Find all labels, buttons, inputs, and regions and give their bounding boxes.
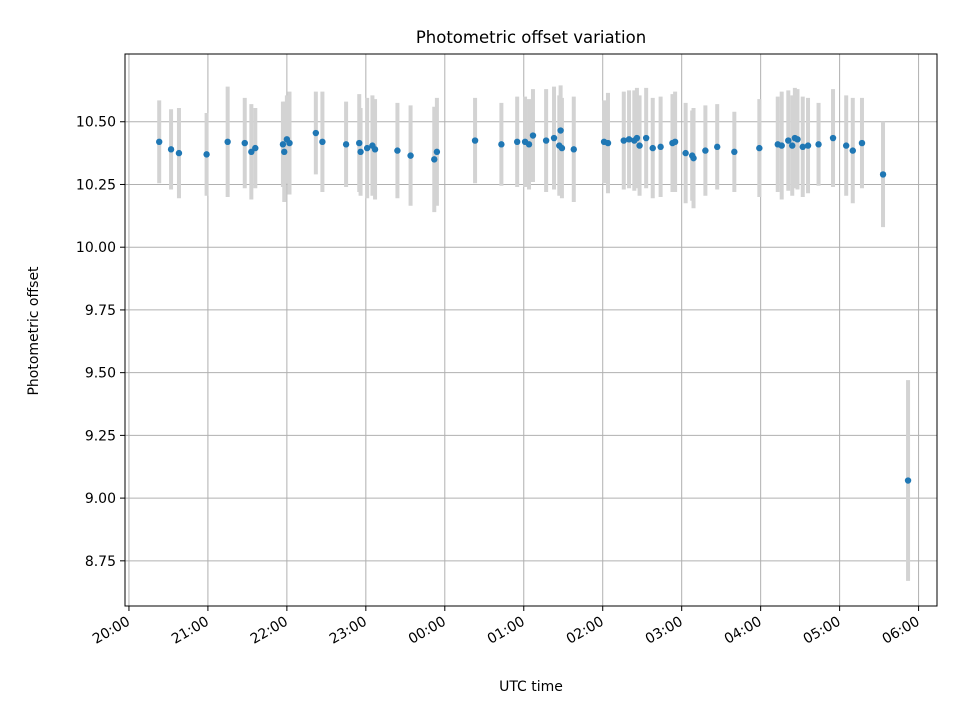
data-point [394, 147, 401, 154]
y-tick-label: 9.00 [85, 491, 116, 507]
data-point [636, 142, 643, 149]
data-point [371, 146, 379, 153]
data-point [471, 137, 479, 144]
data-point [319, 138, 326, 146]
data-point [431, 156, 438, 163]
data-point [649, 144, 656, 152]
data-point [789, 142, 796, 149]
data-point [879, 171, 887, 178]
data-point [557, 127, 564, 134]
data-point [513, 138, 521, 146]
data-point [842, 142, 850, 149]
y-tick-label: 9.25 [85, 428, 116, 444]
y-tick-label: 9.50 [85, 366, 116, 382]
y-tick-label: 10.50 [76, 115, 116, 131]
data-point [167, 146, 175, 153]
data-point [241, 139, 248, 147]
y-tick-label: 10.00 [76, 240, 116, 256]
data-point [570, 146, 577, 153]
data-point [849, 147, 856, 154]
data-point [529, 132, 537, 139]
data-point [356, 139, 363, 147]
data-point [702, 147, 709, 154]
data-point [156, 138, 163, 146]
data-point [794, 136, 801, 143]
data-point [625, 136, 633, 143]
data-point [175, 149, 183, 157]
data-point [224, 138, 231, 146]
y-tick-label: 10.25 [76, 177, 116, 193]
chart-title: Photometric offset variation [416, 28, 646, 47]
data-point [525, 141, 533, 148]
data-point [815, 141, 822, 148]
data-point [550, 134, 558, 142]
plot-frame [124, 53, 938, 607]
data-point [281, 148, 288, 156]
data-point [363, 144, 371, 152]
y-tick-label: 9.75 [85, 303, 116, 319]
data-point [731, 148, 738, 156]
data-point [804, 142, 812, 149]
data-point [498, 141, 505, 148]
data-point [312, 129, 320, 137]
data-point [286, 139, 293, 147]
data-point [799, 143, 806, 151]
y-tick-label: 8.75 [85, 554, 116, 570]
data-point [690, 154, 697, 162]
data-point [756, 144, 763, 152]
data-point [633, 134, 641, 142]
data-points [156, 127, 912, 484]
data-point [858, 139, 866, 147]
y-axis-ticks: 8.75 9.00 9.25 9.50 9.75 10.00 10.25 10.50 [76, 115, 125, 570]
data-point [904, 477, 912, 484]
data-point [671, 138, 679, 146]
data-point [542, 137, 550, 144]
x-axis-label: UTC time [499, 679, 563, 695]
data-point [279, 141, 287, 148]
data-point [604, 139, 612, 147]
data-point [657, 143, 664, 151]
data-point [642, 134, 650, 142]
data-point [714, 143, 721, 151]
data-point [558, 144, 566, 152]
data-point [252, 144, 259, 152]
y-axis-label: Photometric offset [26, 266, 42, 396]
data-point [433, 148, 441, 156]
data-point [682, 149, 689, 157]
data-point [407, 152, 414, 159]
data-point [342, 141, 350, 148]
data-point [203, 151, 210, 158]
data-point [785, 137, 792, 144]
data-point [620, 137, 627, 144]
data-point [778, 142, 785, 149]
data-point [357, 148, 364, 156]
data-point [829, 134, 837, 142]
